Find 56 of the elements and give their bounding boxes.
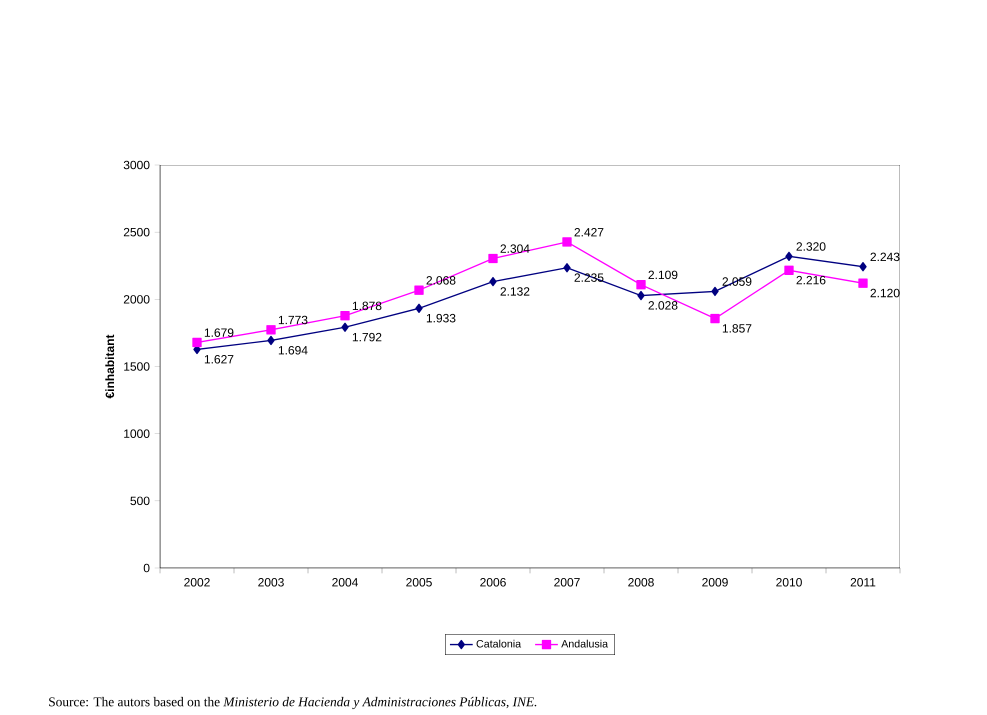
point	[710, 314, 720, 324]
y-tick-label: 0	[144, 564, 150, 572]
data-label: 1.679	[204, 328, 234, 337]
data-label: 2.132	[500, 287, 530, 296]
point	[858, 278, 868, 288]
point	[563, 263, 571, 272]
point	[340, 311, 350, 320]
data-label: 2.304	[500, 244, 530, 253]
data-label: 1.694	[278, 346, 308, 355]
data-label: 2.109	[648, 270, 678, 280]
point	[784, 266, 794, 275]
y-tick-label: 2000	[124, 295, 150, 304]
x-tick-label: 2008	[628, 578, 654, 587]
x-tick-label: 2003	[258, 578, 284, 587]
data-label: 1.933	[426, 314, 456, 322]
x-tick-label: 2010	[776, 578, 802, 587]
point	[859, 262, 867, 272]
x-tick-label: 2011	[850, 578, 876, 587]
point	[192, 338, 202, 348]
data-label: 2.243	[870, 252, 900, 262]
legend-label: Catalonia	[476, 640, 522, 648]
data-label: 2.427	[574, 228, 604, 236]
data-label: 2.028	[648, 301, 678, 310]
point	[266, 325, 276, 334]
point	[341, 322, 349, 332]
data-label: 1.792	[352, 332, 382, 342]
x-tick-label: 2004	[332, 578, 358, 587]
x-tick-label: 2009	[702, 578, 728, 587]
y-tick-label: 1000	[124, 429, 150, 438]
point	[562, 237, 572, 247]
point	[415, 304, 423, 313]
source-note: Source: The autors based on the Ministerio de Hacienda y Administraciones Públicas, INE.	[49, 696, 536, 710]
point	[637, 290, 645, 300]
point	[785, 252, 793, 262]
point	[267, 336, 275, 346]
y-tick-label: 2500	[124, 228, 150, 236]
data-label: 2.120	[870, 288, 900, 298]
x-tick-label: 2006	[480, 578, 506, 587]
x-tick-label: 2007	[554, 578, 580, 587]
point	[711, 286, 719, 296]
x-tick-label: 2005	[406, 578, 432, 587]
data-label: 1.773	[278, 316, 308, 324]
y-tick-label: 1500	[124, 362, 150, 371]
data-label: 1.627	[204, 355, 234, 364]
point	[414, 286, 424, 295]
x-tick-label: 2002	[184, 578, 210, 587]
point	[488, 254, 498, 264]
data-label: 2.216	[796, 276, 826, 284]
point	[636, 280, 646, 290]
y-tick-label: 3000	[124, 160, 150, 170]
y-axis-title: €inhabitant	[105, 334, 114, 398]
data-label: 2.320	[796, 242, 826, 251]
point	[489, 276, 497, 286]
data-label: 1.857	[722, 324, 752, 333]
legend-label: Andalusia	[561, 640, 608, 648]
y-tick-label: 500	[130, 496, 150, 506]
